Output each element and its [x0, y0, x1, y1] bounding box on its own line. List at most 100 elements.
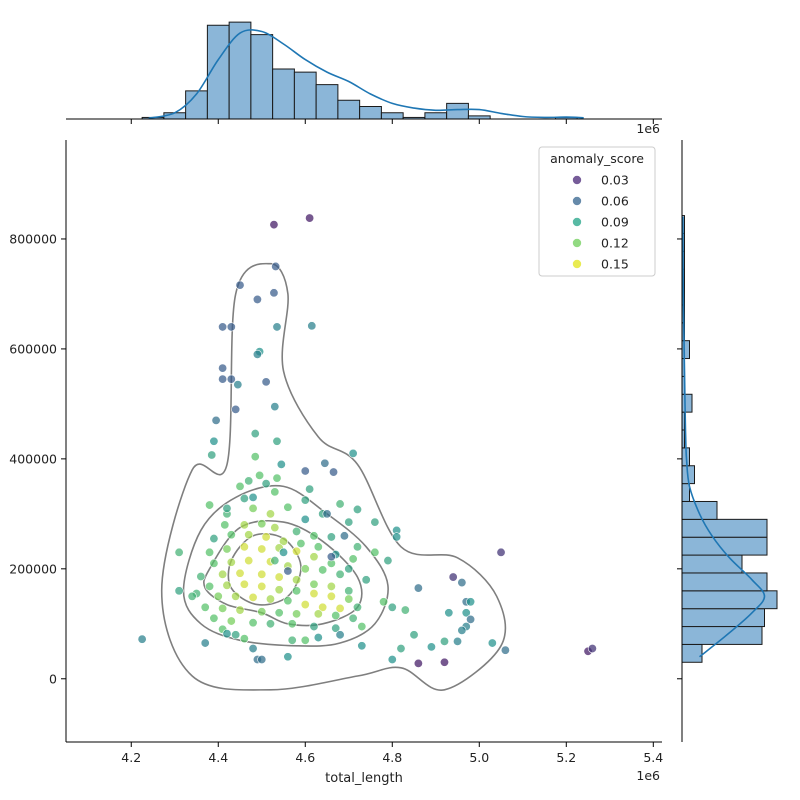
scatter-point [174, 547, 184, 557]
scatter-point [348, 448, 358, 458]
scatter-point [331, 623, 341, 633]
scatter-point [205, 581, 215, 591]
legend-marker [572, 238, 582, 248]
scatter-point [235, 481, 245, 491]
top-hist-bar [293, 71, 317, 120]
scatter-point [292, 526, 302, 536]
scatter-point [231, 591, 241, 601]
scatter-point [218, 603, 228, 613]
scatter-point [250, 452, 260, 462]
scatter-point [313, 609, 323, 619]
scatter-point [309, 552, 319, 562]
scatter-point [309, 589, 319, 599]
x-tick-label: 4.4 [208, 750, 228, 765]
scatter-point [248, 644, 258, 654]
scatter-point [335, 630, 345, 640]
scatter-point [272, 473, 282, 483]
scatter-point [322, 509, 332, 519]
y-tick-label: 600000 [9, 341, 57, 356]
scatter-point [200, 638, 210, 648]
scatter-point [466, 614, 476, 624]
scatter-point [357, 622, 367, 632]
scatter-point [300, 564, 310, 574]
scatter-point [344, 564, 354, 574]
scatter-point [309, 622, 319, 632]
scatter-point [250, 429, 260, 439]
scatter-point [213, 591, 223, 601]
scatter-point [379, 597, 389, 607]
scatter-point [257, 569, 267, 579]
scatter-point [387, 602, 397, 612]
x-tick-label: 5.4 [643, 750, 663, 765]
top-hist-bar [337, 99, 361, 120]
scatter-point [396, 644, 406, 654]
scatter-point [292, 575, 302, 585]
scatter-point [226, 322, 236, 332]
scatter-point [326, 591, 336, 601]
legend-box [538, 146, 656, 277]
scatter-point [309, 531, 319, 541]
legend-label: 0.06 [601, 194, 629, 209]
scatter-point [344, 594, 354, 604]
scatter-point [255, 470, 265, 480]
scatter-point [235, 568, 245, 578]
scatter-point [244, 476, 254, 486]
scatter-point [279, 536, 289, 546]
scatter-point [270, 402, 280, 412]
scatter-point [222, 629, 232, 639]
scatter-point [222, 544, 232, 554]
legend-marker [572, 259, 582, 269]
scatter-point [307, 321, 317, 331]
scatter-point [300, 600, 310, 610]
scatter-point [409, 630, 419, 640]
scatter-point [222, 503, 232, 513]
x-tick-label: 5.0 [469, 750, 489, 765]
y-tick-label: 400000 [9, 451, 57, 466]
scatter-point [326, 552, 336, 562]
right-hist-bar [681, 626, 763, 645]
scatter-point [265, 509, 275, 519]
scatter-point [400, 605, 410, 615]
scatter-point [235, 605, 245, 615]
scatter-point [257, 655, 267, 665]
scatter-point [413, 583, 423, 593]
scatter-point [279, 547, 289, 557]
right-hist-bar [681, 518, 768, 538]
legend: anomaly_score 0.03 0.06 0.09 0.12 0.15 [538, 146, 656, 277]
top-hist-bar [228, 21, 252, 120]
x-axis-ticks: 4.2 4.4 4.6 4.8 5.0 5.2 5.4 [121, 742, 663, 765]
scatter-point [274, 585, 284, 595]
scatter-point [269, 288, 279, 298]
contour-level-1 [160, 262, 507, 691]
scatter-point [335, 499, 345, 509]
scatter-point [296, 539, 306, 549]
scatter-point [587, 644, 597, 654]
y-axis-ticks: 0 200000 400000 600000 800000 [9, 231, 66, 686]
scatter-point [244, 556, 254, 566]
scatter-point [352, 602, 362, 612]
scatter-point [209, 534, 219, 544]
right-hist-bar [681, 643, 703, 663]
contour-level-2 [182, 484, 389, 647]
scatter-point [196, 572, 206, 582]
scatter-point [344, 586, 354, 596]
scatter-point [231, 630, 241, 640]
scatter-point [439, 657, 449, 667]
scatter-point [248, 492, 258, 502]
scatter-point [265, 594, 275, 604]
x-axis-label: total_length [325, 771, 403, 786]
scatter-point [248, 503, 258, 513]
scatter-point [218, 374, 228, 384]
scatter-point [300, 466, 310, 476]
right-hist-bar [681, 608, 765, 628]
right-kde-curve [682, 216, 766, 658]
scatter-point [335, 603, 345, 613]
scatter-point [211, 415, 221, 425]
scatter-point [248, 592, 258, 602]
scatter-point [439, 636, 449, 646]
right-marginal-ticks [677, 238, 682, 680]
legend-title: anomaly_score [550, 151, 644, 166]
scatter-point [270, 523, 280, 533]
scatter-point [287, 635, 297, 645]
